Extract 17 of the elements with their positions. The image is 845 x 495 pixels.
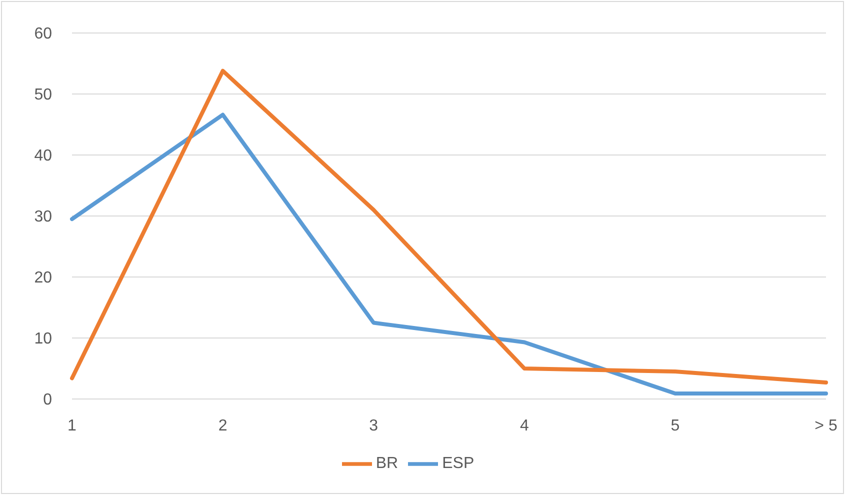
y-tick-label: 20 [34, 270, 52, 287]
y-tick-label: 30 [34, 208, 52, 226]
x-tick-label: 5 [670, 417, 680, 434]
y-tick-label: 10 [34, 330, 52, 348]
x-tick-label: 1 [68, 417, 77, 434]
y-tick-label: 60 [34, 26, 52, 43]
line-series [70, 68, 828, 385]
x-tick-label: 3 [369, 417, 378, 434]
x-tick-label: 4 [520, 417, 529, 434]
line-series [70, 112, 828, 396]
x-tick-label: 2 [218, 417, 228, 434]
x-tick-label: > 5 [814, 417, 838, 434]
legend-label: ESP [442, 455, 474, 472]
legend-label: BR [376, 455, 398, 472]
y-tick-label: 40 [34, 148, 52, 165]
y-tick-label: 50 [34, 86, 52, 104]
y-tick-label: 0 [43, 392, 52, 409]
